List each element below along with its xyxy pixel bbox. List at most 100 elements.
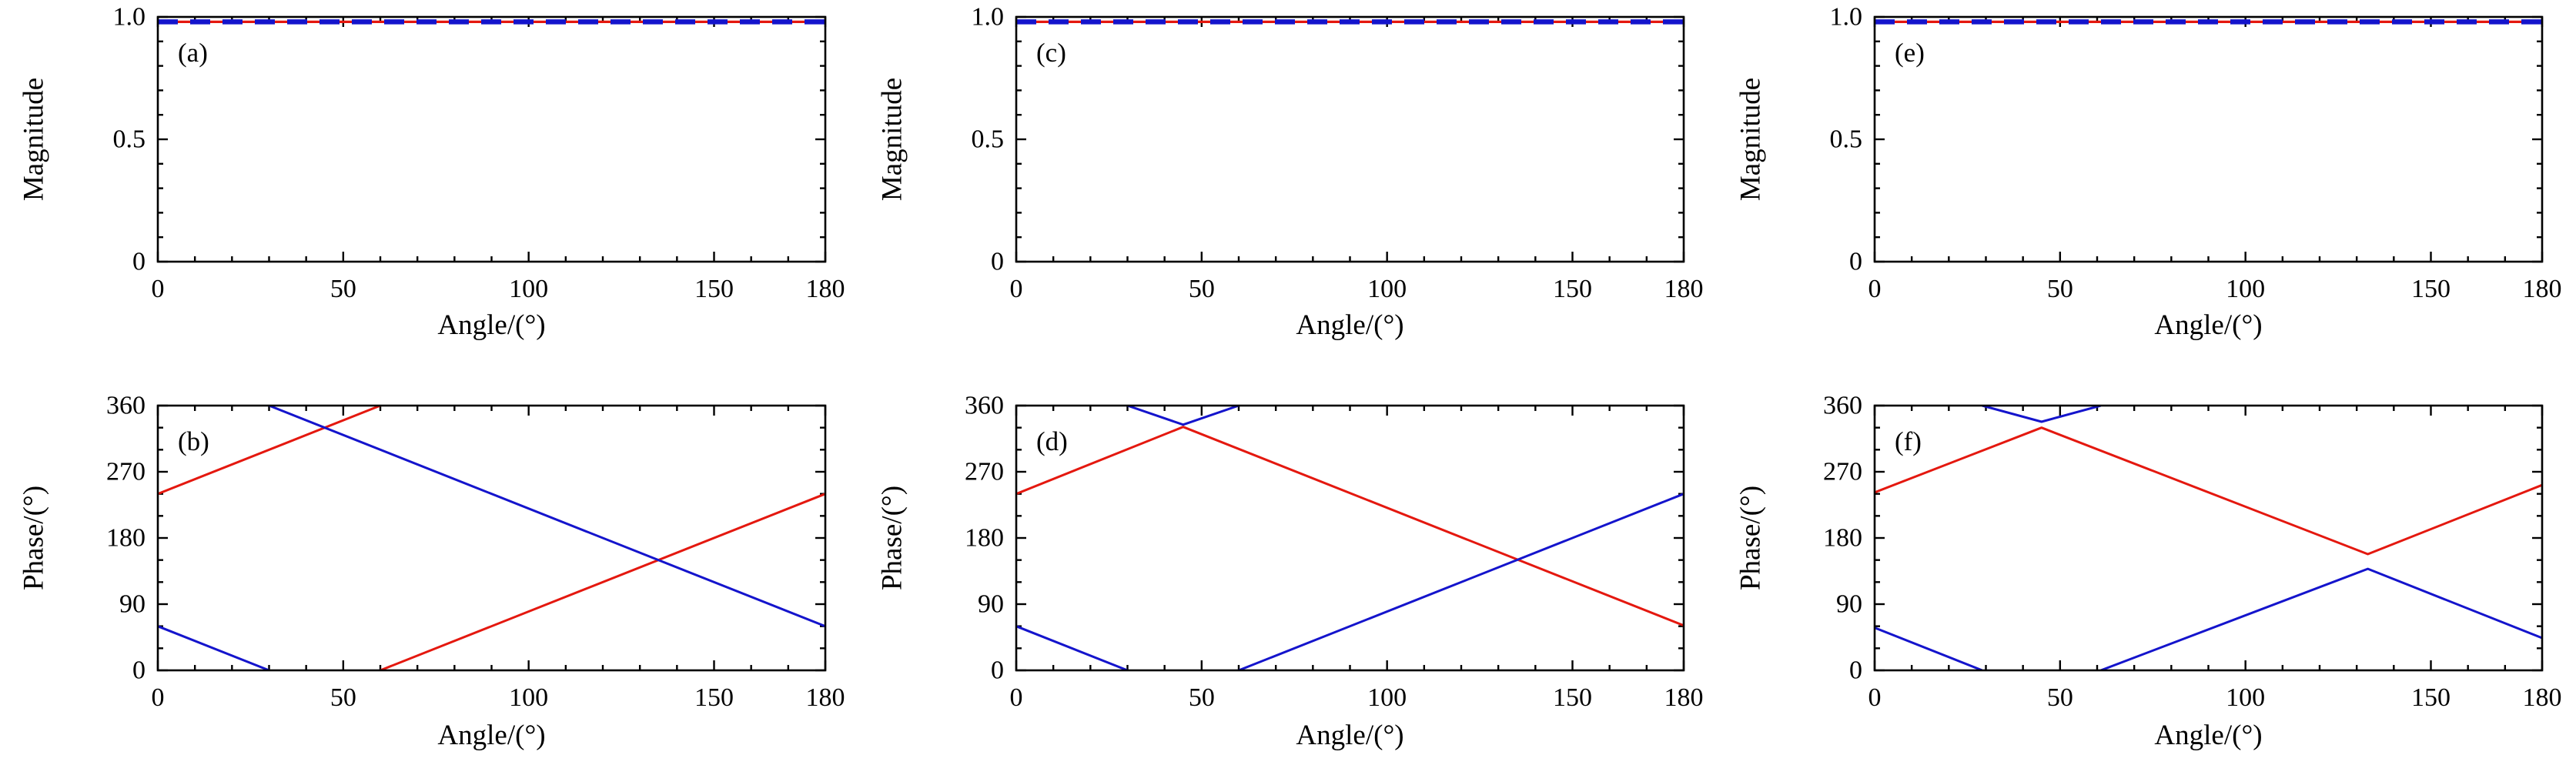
x-axis-label: Angle/(°) <box>1296 309 1403 341</box>
svg-text:0: 0 <box>132 248 146 276</box>
svg-text:360: 360 <box>1823 392 1862 420</box>
svg-text:100: 100 <box>2226 683 2265 712</box>
plot-frame <box>1015 404 1685 672</box>
tick-labels: 0 50 100 150 180 0 90 180 270 360 <box>965 392 1704 713</box>
axis-ticks <box>1873 15 2544 263</box>
svg-text:360: 360 <box>106 392 146 420</box>
plot-frame <box>156 15 827 263</box>
svg-text:90: 90 <box>119 590 146 619</box>
svg-text:50: 50 <box>1189 275 1215 303</box>
svg-text:0: 0 <box>991 656 1004 685</box>
panel-letter: (e) <box>1895 38 1925 68</box>
panel-a-magnitude-chart: 0 50 100 150 180 0 0.5 1.0 Angle/(°) Magnitude (a) <box>0 0 858 382</box>
tick-labels: 0 50 100 150 180 0 90 180 270 360 <box>1823 392 2562 713</box>
svg-text:100: 100 <box>2226 275 2265 303</box>
tick-labels: 0 50 100 150 180 0 0.5 1.0 <box>1830 3 2562 304</box>
axis-ticks <box>156 404 827 672</box>
svg-text:50: 50 <box>330 275 356 303</box>
svg-text:150: 150 <box>694 275 734 303</box>
svg-text:270: 270 <box>965 458 1004 486</box>
svg-text:0: 0 <box>152 275 165 303</box>
series-phase-blue <box>1875 406 2542 670</box>
svg-text:1.0: 1.0 <box>1830 3 1863 32</box>
svg-text:150: 150 <box>1553 275 1592 303</box>
panel-letter: (a) <box>178 38 208 68</box>
svg-text:360: 360 <box>965 392 1004 420</box>
y-axis-label: Phase/(°) <box>18 486 50 590</box>
svg-text:150: 150 <box>2411 275 2451 303</box>
svg-text:1.0: 1.0 <box>972 3 1005 32</box>
svg-text:0: 0 <box>152 683 165 712</box>
x-axis-label: Angle/(°) <box>437 720 545 751</box>
series-phase-red <box>1875 426 2542 556</box>
series-phase-red <box>1016 426 1684 627</box>
panel-e-magnitude-chart: 0 50 100 150 180 0 0.5 1.0 Angle/(°) Magnitude (e) <box>1717 0 2575 382</box>
x-axis-label: Angle/(°) <box>437 309 545 341</box>
svg-text:0: 0 <box>1849 656 1862 685</box>
svg-text:0: 0 <box>132 656 146 685</box>
plot-frame <box>1873 404 2544 672</box>
svg-text:180: 180 <box>806 275 845 303</box>
svg-text:0.5: 0.5 <box>113 125 146 154</box>
svg-text:270: 270 <box>1823 458 1862 486</box>
chart-svg-d: 0 50 100 150 180 0 90 180 270 360 Angle/(°) Phase/(… <box>877 392 1704 752</box>
y-axis-label: Magnitude <box>1735 78 1767 201</box>
tick-labels: 0 50 100 150 180 0 90 180 270 360 <box>106 392 845 713</box>
panel-b-phase-chart: 0 50 100 150 180 0 90 180 270 360 Angle/(°) Phase/(… <box>0 382 858 765</box>
svg-text:180: 180 <box>1664 683 1704 712</box>
chart-svg-f: 0 50 100 150 180 0 90 180 270 360 Angle/(°) Phase/(… <box>1735 392 2562 752</box>
svg-text:180: 180 <box>806 683 845 712</box>
panel-letter: (d) <box>1036 426 1068 456</box>
chart-svg-a: 0 50 100 150 180 0 0.5 1.0 Angle/(°) Magnitude (a) <box>18 3 845 342</box>
chart-svg-c: 0 50 100 150 180 0 0.5 1.0 Angle/(°) Magnitude (c) <box>877 3 1704 342</box>
axis-ticks <box>156 15 827 263</box>
svg-text:180: 180 <box>2523 683 2562 712</box>
svg-text:0.5: 0.5 <box>972 125 1005 154</box>
plot-frame <box>1873 15 2544 263</box>
chart-svg-b: 0 50 100 150 180 0 90 180 270 360 Angle/(°) Phase/(… <box>18 392 845 752</box>
svg-text:1.0: 1.0 <box>113 3 146 32</box>
svg-text:100: 100 <box>509 683 548 712</box>
svg-text:90: 90 <box>1836 590 1862 619</box>
svg-text:0: 0 <box>1849 248 1862 276</box>
panel-letter: (c) <box>1036 38 1066 68</box>
y-axis-label: Magnitude <box>18 78 50 201</box>
tick-labels: 0 50 100 150 180 0 0.5 1.0 <box>113 3 845 304</box>
svg-text:50: 50 <box>2047 275 2073 303</box>
panel-d-phase-chart: 0 50 100 150 180 0 90 180 270 360 Angle/(°) Phase/(… <box>858 382 1717 765</box>
svg-text:0: 0 <box>991 248 1004 276</box>
x-axis-label: Angle/(°) <box>2154 720 2262 751</box>
svg-text:0: 0 <box>1868 275 1882 303</box>
svg-text:90: 90 <box>978 590 1004 619</box>
svg-text:100: 100 <box>509 275 548 303</box>
series-phase-blue <box>158 406 825 670</box>
svg-text:180: 180 <box>106 524 146 553</box>
panel-c-magnitude-chart: 0 50 100 150 180 0 0.5 1.0 Angle/(°) Magnitude (c) <box>858 0 1717 382</box>
svg-text:100: 100 <box>1367 683 1407 712</box>
svg-text:180: 180 <box>965 524 1004 553</box>
series-phase-blue <box>1016 406 1684 670</box>
chart-svg-e: 0 50 100 150 180 0 0.5 1.0 Angle/(°) Magnitude (e) <box>1735 3 2562 342</box>
svg-text:180: 180 <box>1823 524 1862 553</box>
svg-text:0.5: 0.5 <box>1830 125 1863 154</box>
svg-text:0: 0 <box>1010 683 1023 712</box>
svg-text:180: 180 <box>2523 275 2562 303</box>
y-axis-label: Phase/(°) <box>877 486 908 590</box>
svg-text:270: 270 <box>106 458 146 486</box>
svg-text:0: 0 <box>1010 275 1023 303</box>
svg-text:150: 150 <box>1553 683 1592 712</box>
plot-frame <box>156 404 827 672</box>
panel-letter: (f) <box>1895 426 1922 456</box>
svg-text:180: 180 <box>1664 275 1704 303</box>
svg-text:50: 50 <box>1189 683 1215 712</box>
panel-f-phase-chart: 0 50 100 150 180 0 90 180 270 360 Angle/(°) Phase/(… <box>1717 382 2575 765</box>
axis-ticks <box>1015 15 1685 263</box>
series-phase-red <box>158 406 825 670</box>
svg-text:150: 150 <box>694 683 734 712</box>
y-axis-label: Phase/(°) <box>1735 486 1767 590</box>
svg-text:100: 100 <box>1367 275 1407 303</box>
axis-ticks <box>1015 404 1685 672</box>
tick-labels: 0 50 100 150 180 0 0.5 1.0 <box>972 3 1704 304</box>
svg-text:150: 150 <box>2411 683 2451 712</box>
